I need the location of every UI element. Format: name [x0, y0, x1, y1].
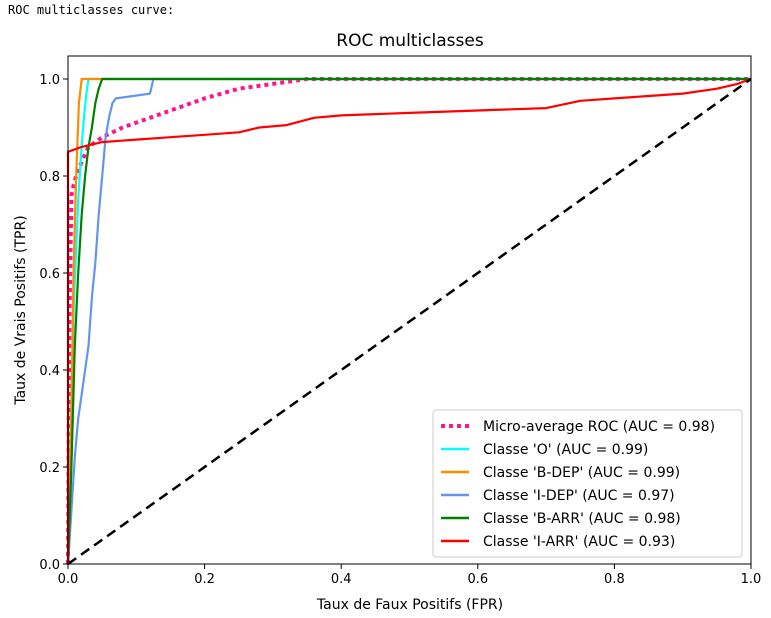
legend-label-4: Classe 'B-ARR' (AUC = 0.98) [483, 511, 681, 527]
legend-label-0: Micro-average ROC (AUC = 0.98) [483, 419, 715, 435]
y-axis-label: Taux de Vrais Positifs (TPR) [13, 215, 29, 405]
y-axis: 0.0 0.2 0.4 0.6 0.8 1.0 [39, 73, 68, 573]
y-tick-label: 1.0 [39, 73, 60, 88]
legend-label-1: Classe 'O' (AUC = 0.99) [483, 442, 648, 458]
x-tick-label: 1.0 [741, 572, 762, 587]
y-tick-label: 0.4 [39, 364, 60, 379]
x-tick-label: 0.4 [331, 572, 352, 587]
legend: Micro-average ROC (AUC = 0.98) Classe 'O'… [433, 410, 742, 557]
x-axis: 0.0 0.2 0.4 0.6 0.8 1.0 [58, 564, 762, 587]
x-tick-label: 0.6 [467, 572, 488, 587]
legend-label-2: Classe 'B-DEP' (AUC = 0.99) [483, 465, 680, 481]
x-tick-label: 0.0 [58, 572, 79, 587]
x-tick-label: 0.8 [604, 572, 625, 587]
x-tick-label: 0.2 [194, 572, 215, 587]
y-tick-label: 0.2 [39, 461, 60, 476]
x-axis-label: Taux de Faux Positifs (FPR) [316, 597, 503, 613]
y-tick-label: 0.6 [39, 267, 60, 282]
y-tick-label: 0.0 [39, 558, 60, 573]
chart-title: ROC multiclasses [336, 31, 484, 51]
legend-label-3: Classe 'I-DEP' (AUC = 0.97) [483, 488, 675, 504]
y-tick-label: 0.8 [39, 170, 60, 185]
legend-label-5: Classe 'I-ARR' (AUC = 0.93) [483, 534, 675, 550]
